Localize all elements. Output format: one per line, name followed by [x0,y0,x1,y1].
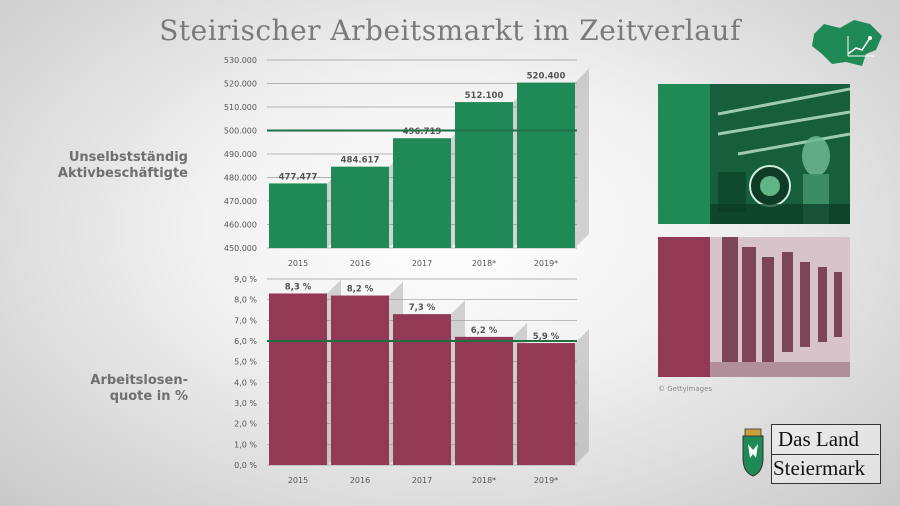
bar [331,166,389,248]
bar-value-label: 8,3 % [285,282,312,292]
y-tick-label: 530.000 [224,56,257,65]
bar-value-label: 7,3 % [409,303,436,313]
bar [393,314,451,465]
photo-credit: © Gettyimages [658,385,713,393]
land-steiermark-logo: Das Land Steiermark [740,424,881,484]
y-tick-label: 490.000 [224,150,257,159]
x-category-label: 2018* [472,259,496,268]
unemployment-row-label: Arbeitslosen- quote in % [8,373,188,405]
bar-shadow [575,68,589,248]
bar-shadow [575,329,589,465]
unemployment-label-line2: quote in % [109,389,188,404]
x-category-label: 2015 [288,476,308,485]
styria-map-icon [810,14,886,72]
x-category-label: 2016 [350,259,370,268]
x-category-label: 2018* [472,476,496,485]
y-tick-label: 520.000 [224,80,257,89]
bar [455,336,513,465]
bar [331,295,389,465]
employment-label-line1: Unselbstständig [68,150,188,165]
y-tick-label: 5,0 % [234,358,257,367]
logo-divider [771,454,879,455]
y-tick-label: 4,0 % [234,378,257,387]
bar-value-label: 8,2 % [347,285,374,295]
coat-of-arms-icon [742,428,764,477]
page-title: Steirischer Arbeitsmarkt im Zeitverlauf [159,14,741,47]
x-category-label: 2016 [350,476,370,485]
unemployment-label-line1: Arbeitslosen- [90,373,188,388]
y-tick-label: 500.000 [224,127,257,136]
y-tick-label: 460.000 [224,221,257,230]
employment-label-line2: Aktivbeschäftigte [57,166,188,181]
bar-value-label: 5,9 % [533,332,560,342]
y-tick-label: 480.000 [224,174,257,183]
y-tick-label: 2,0 % [234,420,257,429]
logo-text-line1: Das Land [778,427,860,451]
y-tick-label: 8,0 % [234,296,257,305]
bar-value-label: 496.719 [403,127,442,137]
bar [393,138,451,248]
people-photo [658,237,850,377]
bar-value-label: 477.477 [279,172,318,182]
y-tick-label: 7,0 % [234,316,257,325]
x-category-label: 2019* [534,259,558,268]
factory-photo [658,84,850,224]
y-tick-label: 3,0 % [234,399,257,408]
y-tick-label: 0,0 % [234,461,257,470]
y-tick-label: 6,0 % [234,337,257,346]
y-tick-label: 510.000 [224,103,257,112]
bar [517,82,575,248]
bar [269,183,327,248]
y-tick-label: 9,0 % [234,275,257,284]
x-category-label: 2017 [412,259,432,268]
bar [269,293,327,465]
y-tick-label: 1,0 % [234,440,257,449]
bar-value-label: 520.400 [527,72,566,82]
y-tick-label: 450.000 [224,244,257,253]
bar [455,102,513,248]
x-category-label: 2015 [288,259,308,268]
bar [517,343,575,465]
x-category-label: 2019* [534,476,558,485]
bar-value-label: 484.617 [341,156,380,166]
bar-value-label: 512.100 [465,91,504,101]
y-tick-label: 470.000 [224,197,257,206]
bar-value-label: 6,2 % [471,326,498,336]
employment-row-label: Unselbstständig Aktivbeschäftigte [8,150,188,182]
logo-text-line2: Steiermark [773,456,866,480]
x-category-label: 2017 [412,476,432,485]
